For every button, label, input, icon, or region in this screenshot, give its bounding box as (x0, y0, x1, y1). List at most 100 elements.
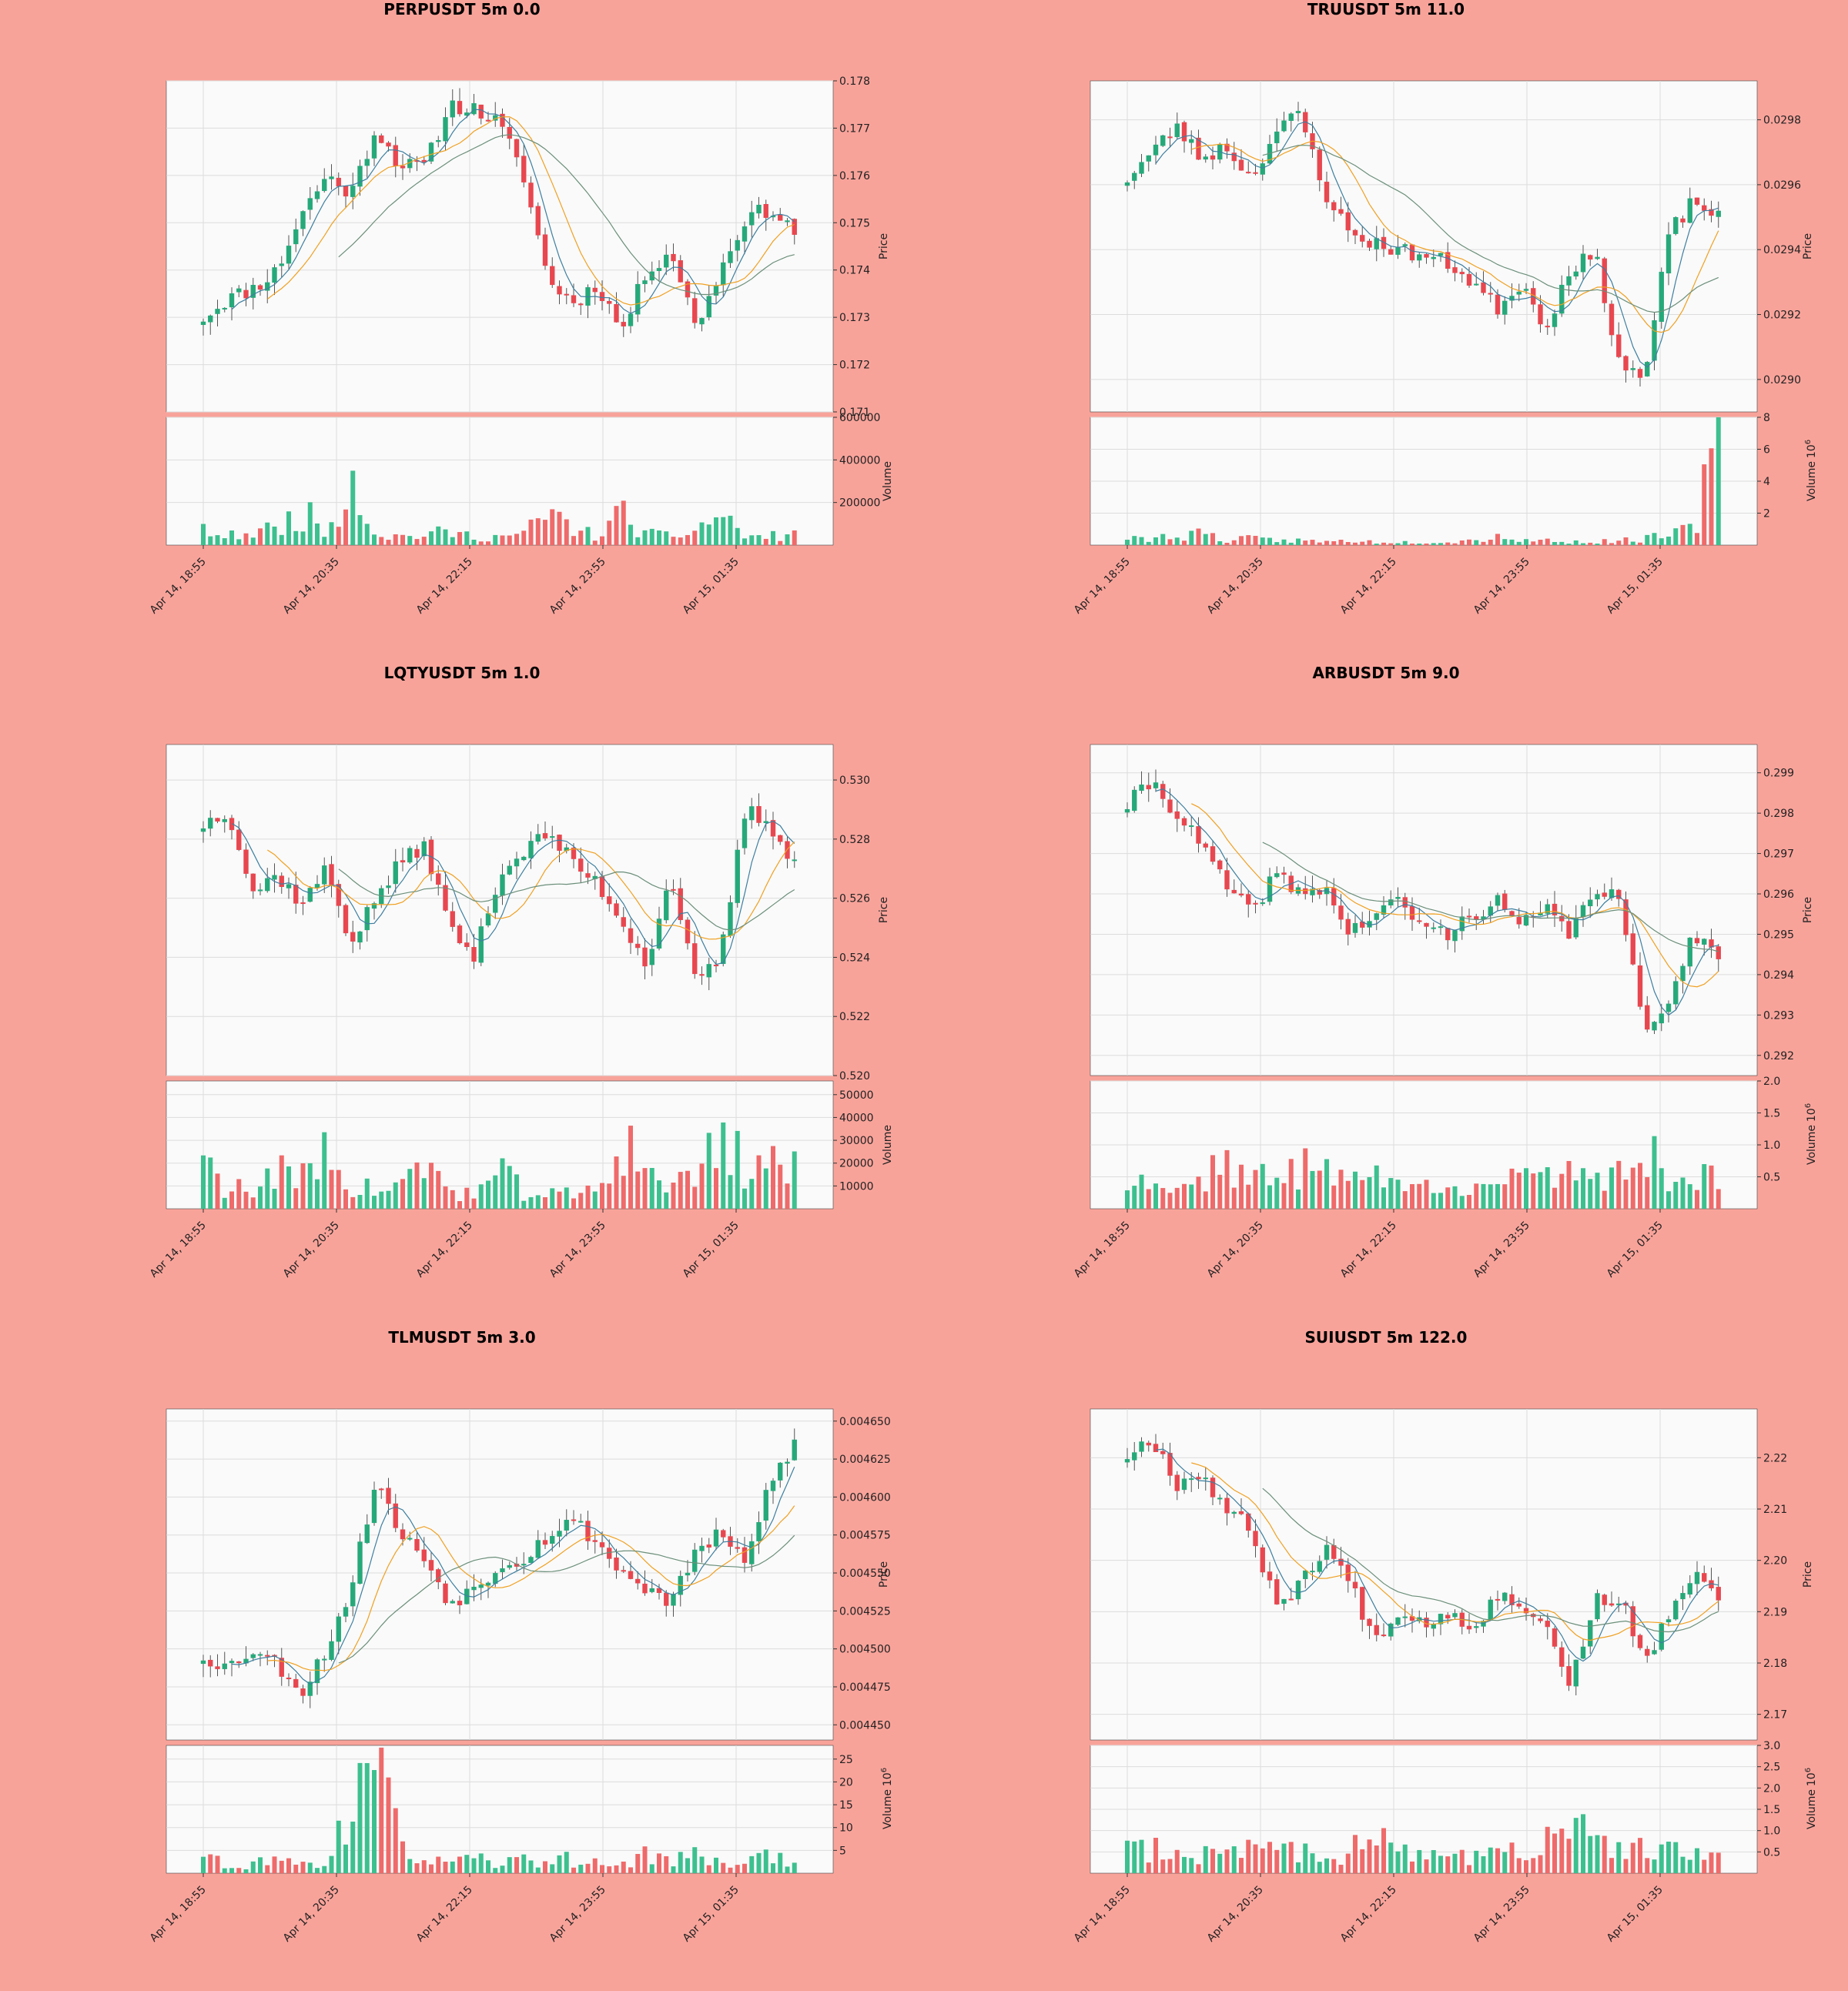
volume-bar (1459, 540, 1465, 545)
candle-body (763, 1490, 768, 1521)
volume-bar (1224, 543, 1230, 545)
candle-body (1438, 1614, 1444, 1625)
moving-average-line (1155, 788, 1719, 1016)
volume-bar (1167, 1859, 1173, 1873)
volume-bar (1452, 543, 1458, 545)
candle-body (1210, 846, 1216, 862)
candle-body (1281, 1598, 1287, 1605)
candle-body (1153, 782, 1159, 788)
candle-body (500, 113, 505, 127)
volume-bar (685, 1858, 690, 1873)
volume-bar (1353, 1835, 1358, 1873)
volume-bar (436, 1170, 441, 1209)
volume-bar (307, 502, 313, 545)
candle-body (322, 1658, 327, 1661)
volume-bar (1310, 540, 1315, 545)
volume-tick-label: 2.0 (1763, 1076, 1780, 1088)
candle-body (1659, 1013, 1664, 1024)
candle-body (778, 835, 783, 842)
volume-bar (1680, 524, 1686, 545)
candle-body (1659, 272, 1664, 322)
volume-bar (792, 1151, 797, 1209)
candle-body (364, 1524, 370, 1544)
volume-bar (1623, 1859, 1629, 1873)
candle-body (457, 925, 463, 944)
candle-body (628, 1571, 634, 1579)
price-axis-label: Price (878, 233, 890, 259)
volume-bar (1673, 1182, 1679, 1209)
candle-body (436, 873, 441, 885)
volume-bar (500, 1866, 505, 1873)
volume-bar (607, 520, 612, 545)
volume-bar (1174, 1187, 1180, 1209)
volume-bar (585, 527, 591, 545)
candle-body (607, 896, 612, 905)
candle-body (1174, 123, 1180, 138)
candle-body (528, 182, 534, 208)
candle-body (229, 818, 235, 831)
candle-body (257, 285, 263, 290)
volume-axis-label: Volume (882, 1125, 894, 1165)
candle-body (664, 254, 669, 268)
candle-body (464, 942, 470, 948)
volume-bar (664, 1192, 669, 1209)
volume-tick-label: 10000 (839, 1180, 874, 1193)
volume-bar (1495, 1183, 1500, 1209)
candle-body (1659, 1623, 1664, 1650)
candle-body (1210, 155, 1216, 160)
volume-tick-label: 400000 (839, 454, 880, 467)
volume-bar (735, 527, 740, 545)
volume-bar (1203, 1845, 1208, 1873)
candlestick-chart: Apr 14, 18:55 Apr 14, 20:35 Apr 14, 22:15 A… (148, 1408, 894, 1945)
volume-bar (1153, 1183, 1158, 1209)
volume-bar (421, 1178, 427, 1209)
candle-body (200, 1660, 206, 1665)
volume-bar (1638, 1838, 1642, 1873)
volume-bar (1260, 1848, 1265, 1873)
volume-bar (763, 1849, 768, 1873)
volume-bar (1709, 448, 1714, 545)
x-tick-label: Apr 14, 22:15 (414, 1884, 475, 1945)
volume-bar (1196, 1864, 1201, 1873)
candle-body (371, 1489, 377, 1524)
candle-body (272, 875, 277, 880)
candle-body (535, 1540, 541, 1558)
volume-axis-label: Volume (1806, 1789, 1818, 1829)
price-tick-label: 0.0294 (1763, 244, 1801, 256)
volume-bar (1324, 1159, 1329, 1209)
volume-bar (1317, 1862, 1322, 1873)
x-tick-label: Apr 14, 20:35 (281, 556, 342, 617)
candle-body (500, 1568, 505, 1572)
volume-bar (671, 537, 676, 545)
volume-bar (1360, 541, 1365, 545)
candle-body (521, 1564, 527, 1566)
volume-bar (1281, 539, 1287, 545)
volume-bar (1538, 1855, 1543, 1873)
candle-body (1538, 912, 1543, 916)
candle-body (1303, 888, 1308, 895)
candle-body (314, 191, 320, 199)
volume-bar (1673, 1842, 1679, 1873)
volume-bar (642, 1846, 648, 1873)
volume-bar (1231, 540, 1237, 545)
volume-bar (1531, 541, 1536, 545)
candle-body (1516, 917, 1522, 925)
moving-average-line (338, 868, 795, 931)
volume-bar (1445, 1187, 1451, 1209)
candle-body (1666, 234, 1672, 274)
candle-body (656, 919, 662, 949)
volume-bar (642, 1168, 648, 1209)
candle-body (1331, 1544, 1337, 1559)
volume-bar (514, 1174, 519, 1209)
volume-bar (1167, 1193, 1173, 1209)
volume-tick-label: 600000 (839, 412, 880, 424)
candle-body (1545, 1621, 1550, 1628)
volume-tick-label: 1.5 (1763, 1804, 1780, 1816)
price-plot-area (166, 80, 834, 413)
candle-body (1167, 1453, 1173, 1476)
candle-body (1388, 899, 1394, 905)
candle-body (542, 234, 548, 266)
volume-bar (1388, 543, 1394, 545)
volume-bar (258, 528, 263, 545)
x-tick-label: Apr 15, 01:35 (1605, 1884, 1666, 1945)
